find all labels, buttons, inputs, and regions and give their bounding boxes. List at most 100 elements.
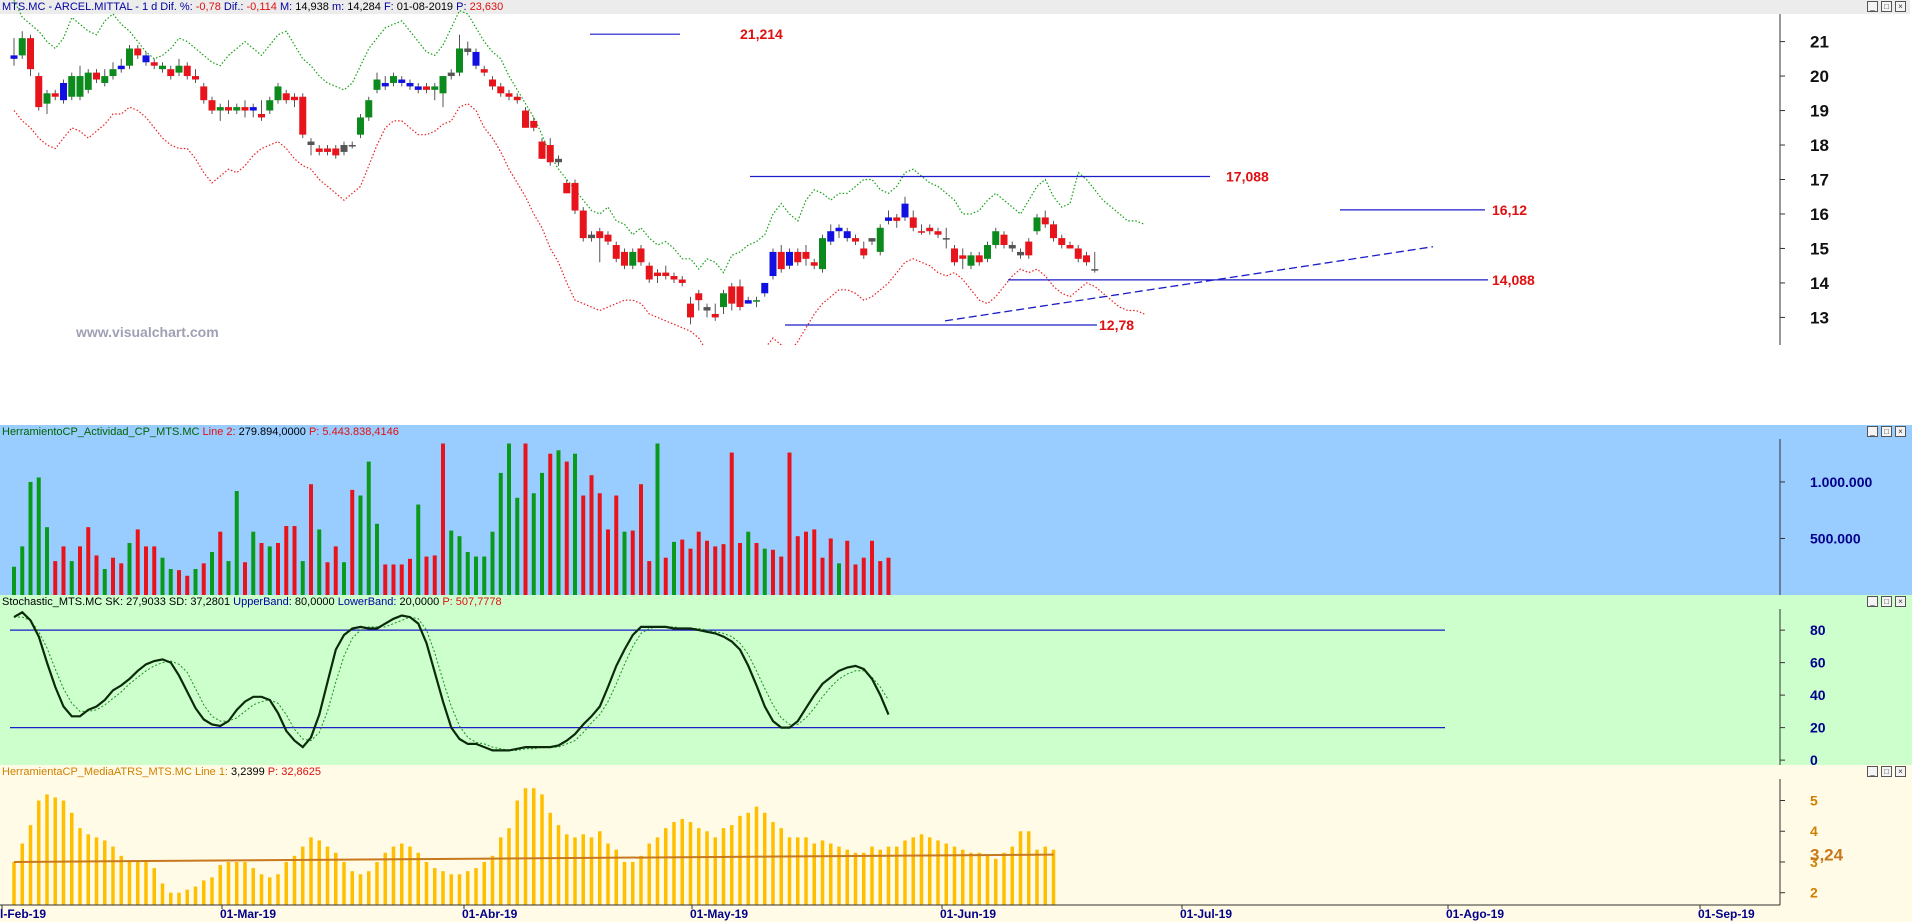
volume-bar (408, 558, 412, 595)
candle-body (579, 210, 587, 239)
atr-bar (400, 843, 404, 905)
candle-body (18, 38, 26, 56)
volume-bar (886, 557, 891, 595)
candle-body (365, 100, 373, 118)
stoch-lb-value: 20,0000 (399, 596, 440, 608)
volume-bar (606, 529, 610, 595)
candle-body (439, 76, 447, 94)
atr-bar (391, 846, 396, 905)
candle-body (629, 251, 637, 266)
atr-last-value-label: 3,24 (1810, 846, 1844, 865)
symbol-name: MTS.MC - ARCEL.MITTAL - (2, 1, 142, 13)
minimize-icon[interactable]: _ (1867, 596, 1878, 607)
volume-bar (556, 450, 561, 595)
candle-body (142, 55, 150, 63)
volume-bar (416, 504, 421, 595)
candle-body (60, 82, 67, 101)
candle-body (893, 217, 901, 221)
volume-bar (630, 530, 635, 595)
candle-body (720, 293, 727, 308)
volume-bar (795, 536, 800, 595)
candle-body (513, 96, 521, 101)
stoch-sk-line (13, 610, 890, 752)
volume-panel-title: HerramientoCP_Actividad_CP_MTS.MC Line 2… (0, 425, 1910, 439)
atr-bar (771, 822, 775, 905)
candle-body (266, 100, 274, 111)
minimize-icon[interactable]: _ (1867, 426, 1878, 437)
volume-bar (820, 557, 825, 595)
atr-window-buttons: _ □ × (1867, 766, 1906, 777)
candle-body (852, 238, 859, 242)
volume-bar (680, 539, 685, 595)
volume-bar (119, 563, 124, 595)
candle-body (307, 141, 315, 146)
atr-y-tick-label: 2 (1810, 885, 1818, 901)
candle-body (571, 182, 579, 211)
volume-bar (28, 481, 33, 595)
stochastic-panel-title: Stochastic_MTS.MC SK: 27,9033 SD: 37,280… (0, 595, 1910, 609)
atr-chart[interactable]: 2 3 4 5 3,24 l-Feb-19 01-Mar-19 01-Abr-19 01-May… (0, 765, 1912, 922)
volume-bar (317, 529, 322, 595)
candle-body (843, 231, 851, 239)
atr-bar (598, 831, 602, 905)
atr-bar (787, 837, 792, 905)
minimize-icon[interactable]: _ (1867, 766, 1878, 777)
candle-body (101, 76, 109, 83)
volume-bar (366, 461, 371, 595)
close-icon[interactable]: × (1895, 766, 1906, 777)
candle-body (93, 72, 100, 80)
close-icon[interactable]: × (1895, 596, 1906, 607)
candle-body (497, 86, 505, 94)
atr-bar (127, 861, 132, 905)
atr-bar (144, 861, 148, 905)
atr-bar (647, 843, 651, 905)
volume-bar (672, 541, 676, 595)
atr-bar (78, 828, 82, 905)
close-icon[interactable]: × (1895, 426, 1906, 437)
atr-bar (301, 846, 305, 905)
atr-bar (730, 825, 734, 905)
minimize-icon[interactable]: _ (1867, 1, 1878, 12)
atr-panel-title: HerramientaCP_MediaATRS_MTS.MC Line 1: 3… (0, 765, 1910, 779)
candle-body (398, 79, 406, 83)
maximize-icon[interactable]: □ (1881, 426, 1892, 437)
price-chart[interactable]: 13 14 15 16 17 18 19 20 21 21,214 17,088 16,12 14,08… (0, 0, 1912, 345)
atr-bar (556, 825, 561, 905)
atr-bar (94, 837, 99, 905)
atr-bar (449, 874, 453, 905)
volume-bar (746, 531, 751, 595)
candle-body (1041, 217, 1049, 225)
volume-bar (53, 561, 58, 595)
atr-bar (490, 855, 495, 905)
min-value: 14,284 (347, 1, 381, 13)
candle-body (654, 272, 661, 277)
atr-bar (1010, 846, 1014, 905)
atr-bar (507, 828, 511, 905)
level-label: 16,12 (1492, 202, 1527, 218)
stoch-indicator-name: Stochastic_MTS.MC (2, 596, 103, 608)
volume-bar (36, 477, 41, 595)
candle-body (431, 86, 439, 90)
atr-bar (441, 871, 445, 905)
atr-bar (886, 846, 891, 905)
upper-band-line (13, 0, 1145, 274)
maximize-icon[interactable]: □ (1881, 596, 1892, 607)
volume-chart[interactable]: 500.000 1.000.000 (0, 425, 1912, 595)
atr-bar (878, 849, 882, 905)
atr-bar (358, 874, 363, 905)
stochastic-chart[interactable]: 0 20 40 60 80 (0, 595, 1912, 765)
candle-body (167, 69, 175, 77)
candle-body (530, 120, 538, 128)
volume-bar (523, 443, 528, 595)
atr-bar (746, 812, 750, 905)
maximize-icon[interactable]: □ (1881, 766, 1892, 777)
volume-bar (160, 557, 165, 595)
maximize-icon[interactable]: □ (1881, 1, 1892, 12)
atr-bar (853, 852, 858, 905)
volume-bar (432, 555, 437, 595)
candle-body (753, 300, 760, 302)
volume-p-label: P: (305, 426, 323, 438)
stoch-sk-value: 27,9033 (126, 596, 166, 608)
close-icon[interactable]: × (1895, 1, 1906, 12)
atr-bar (944, 843, 948, 905)
